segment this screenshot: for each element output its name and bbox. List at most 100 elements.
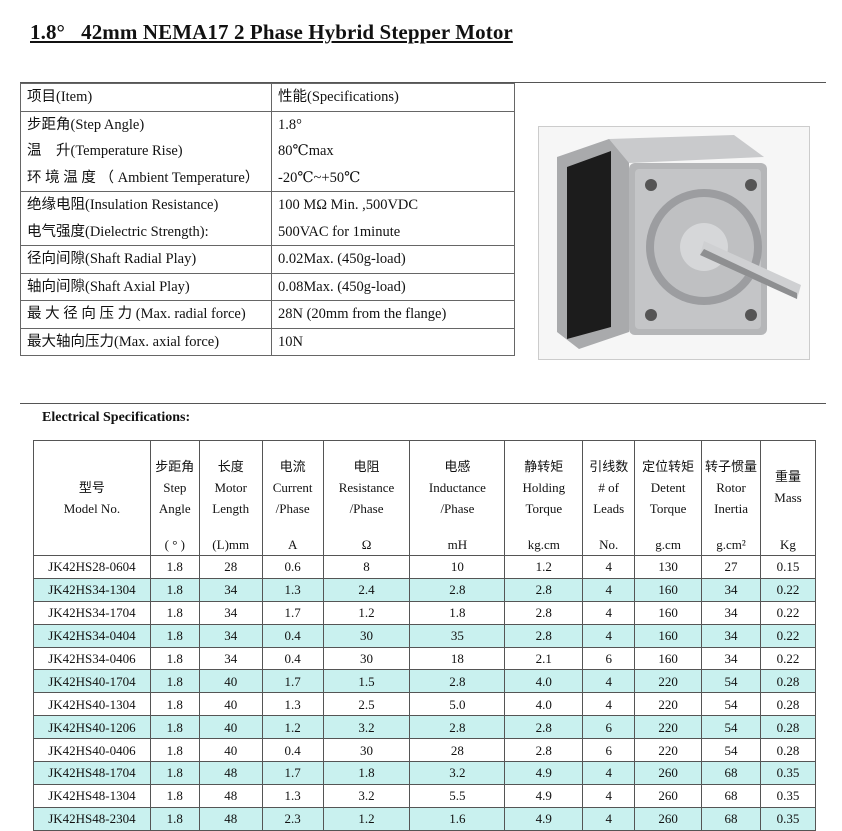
value-cell: 1.3 bbox=[261, 577, 324, 602]
spec-header-value: 性能(Specifications) bbox=[271, 83, 515, 112]
value-cell: 30 bbox=[322, 738, 411, 763]
value-cell: 0.22 bbox=[760, 577, 816, 602]
spec-value: 500VAC for 1minute bbox=[271, 218, 515, 246]
value-cell: 0.4 bbox=[261, 738, 324, 763]
value-cell: 48 bbox=[198, 761, 263, 785]
table-row: JK42HS28-0604 1.8 28 0.6 8 10 1.2 4 130 27 0.15 bbox=[33, 555, 816, 579]
spec-item: 最 大 径 向 压 力 (Max. radial force) bbox=[20, 300, 272, 329]
column-header: 转子惯量 Rotor Inertia bbox=[701, 440, 761, 533]
header-cn: 转子惯量 bbox=[705, 458, 758, 474]
header-cn: 电阻 bbox=[353, 458, 380, 474]
table-row: JK42HS48-1304 1.8 48 1.3 3.2 5.5 4.9 4 260 68 0.35 bbox=[33, 783, 816, 808]
value-cell: 260 bbox=[634, 783, 703, 808]
table-row: JK42HS34-0406 1.8 34 0.4 30 18 2.1 6 160 34 0.22 bbox=[33, 646, 816, 671]
model-cell: JK42HS28-0604 bbox=[33, 555, 151, 579]
header-en: Step Angle bbox=[158, 479, 191, 516]
page-title: 1.8° 42mm NEMA17 2 Phase Hybrid Stepper … bbox=[30, 20, 513, 44]
value-cell: 1.6 bbox=[409, 806, 506, 831]
value-cell: 0.4 bbox=[261, 646, 324, 671]
value-cell: 48 bbox=[198, 806, 263, 831]
value-cell: 5.5 bbox=[409, 783, 506, 808]
value-cell: 34 bbox=[198, 623, 263, 648]
unit-header: Kg bbox=[760, 533, 816, 556]
value-cell: 0.28 bbox=[760, 715, 816, 740]
value-cell: 2.8 bbox=[504, 577, 584, 602]
spec-row: 电气强度(Dielectric Strength): 500VAC for 1mi… bbox=[20, 218, 515, 246]
value-cell: 3.2 bbox=[322, 783, 411, 808]
value-cell: 54 bbox=[701, 669, 761, 694]
value-cell: 54 bbox=[701, 715, 761, 740]
spec-item: 电气强度(Dielectric Strength): bbox=[20, 218, 272, 246]
value-cell: 68 bbox=[701, 806, 761, 831]
value-cell: 4 bbox=[582, 623, 636, 648]
value-cell: 1.2 bbox=[261, 715, 324, 740]
header-en: Resistance /Phase bbox=[338, 479, 395, 516]
spec-value: 0.02Max. (450g-load) bbox=[271, 245, 515, 274]
unit-header: (L)mm bbox=[198, 533, 263, 556]
value-cell: 1.2 bbox=[504, 555, 584, 579]
value-cell: 4.9 bbox=[504, 783, 584, 808]
table-row: JK42HS34-1304 1.8 34 1.3 2.4 2.8 2.8 4 160 34 0.22 bbox=[33, 577, 816, 602]
table-row: JK42HS40-1206 1.8 40 1.2 3.2 2.8 2.8 6 220 54 0.28 bbox=[33, 715, 816, 740]
unit-header: g.cm² bbox=[701, 533, 761, 556]
value-cell: 2.8 bbox=[409, 577, 506, 602]
value-cell: 6 bbox=[582, 715, 636, 740]
header-cn: 电感 bbox=[444, 458, 471, 474]
value-cell: 1.8 bbox=[149, 738, 200, 763]
value-cell: 5.0 bbox=[409, 692, 506, 717]
value-cell: 0.28 bbox=[760, 738, 816, 763]
value-cell: 1.8 bbox=[149, 646, 200, 671]
value-cell: 1.8 bbox=[149, 806, 200, 831]
table-row: JK42HS40-1304 1.8 40 1.3 2.5 5.0 4.0 4 220 54 0.28 bbox=[33, 692, 816, 717]
model-cell: JK42HS40-1304 bbox=[33, 692, 151, 717]
value-cell: 1.8 bbox=[409, 600, 506, 625]
value-cell: 18 bbox=[409, 646, 506, 671]
value-cell: 34 bbox=[198, 577, 263, 602]
header-en: Detent Torque bbox=[649, 479, 687, 516]
value-cell: 130 bbox=[634, 555, 703, 579]
spec-value: 28N (20mm from the flange) bbox=[271, 300, 515, 329]
table-row: JK42HS40-0406 1.8 40 0.4 30 28 2.8 6 220 54 0.28 bbox=[33, 738, 816, 763]
value-cell: 6 bbox=[582, 738, 636, 763]
value-cell: 54 bbox=[701, 738, 761, 763]
value-cell: 1.8 bbox=[149, 692, 200, 717]
value-cell: 260 bbox=[634, 761, 703, 785]
model-cell: JK42HS48-1304 bbox=[33, 783, 151, 808]
value-cell: 220 bbox=[634, 738, 703, 763]
value-cell: 1.8 bbox=[149, 783, 200, 808]
value-cell: 34 bbox=[198, 646, 263, 671]
value-cell: 4 bbox=[582, 555, 636, 579]
header-en: Model No. bbox=[63, 501, 121, 516]
model-cell: JK42HS48-1704 bbox=[33, 761, 151, 785]
value-cell: 2.8 bbox=[504, 738, 584, 763]
value-cell: 27 bbox=[701, 555, 761, 579]
column-header: 长度 Motor Length bbox=[198, 440, 263, 533]
spec-value: 10N bbox=[271, 327, 515, 356]
header-cn: 定位转矩 bbox=[642, 458, 695, 474]
value-cell: 34 bbox=[701, 623, 761, 648]
value-cell: 4.9 bbox=[504, 806, 584, 831]
column-header: 电感 Inductance /Phase bbox=[409, 440, 506, 533]
spec-header-item: 项目(Item) bbox=[20, 83, 272, 112]
table-row: JK42HS48-2304 1.8 48 2.3 1.2 1.6 4.9 4 260 68 0.35 bbox=[33, 806, 816, 831]
spec-value: 100 MΩ Min. ,500VDC bbox=[271, 191, 515, 219]
value-cell: 40 bbox=[198, 715, 263, 740]
value-cell: 2.8 bbox=[504, 623, 584, 648]
value-cell: 1.8 bbox=[149, 577, 200, 602]
value-cell: 1.8 bbox=[149, 669, 200, 694]
value-cell: 4 bbox=[582, 806, 636, 831]
column-header: 电阻 Resistance /Phase bbox=[322, 440, 411, 533]
unit-header: ( ° ) bbox=[149, 533, 200, 556]
value-cell: 1.2 bbox=[322, 806, 411, 831]
spec-value: 80℃max bbox=[271, 138, 515, 165]
value-cell: 4 bbox=[582, 692, 636, 717]
spec-row: 步距角(Step Angle) 1.8° bbox=[20, 110, 515, 138]
value-cell: 220 bbox=[634, 692, 703, 717]
value-cell: 4 bbox=[582, 577, 636, 602]
top-rule bbox=[20, 82, 826, 83]
value-cell: 3.2 bbox=[409, 761, 506, 785]
model-cell: JK42HS40-1704 bbox=[33, 669, 151, 694]
electrical-specs-label: Electrical Specifications: bbox=[42, 410, 191, 425]
stepper-motor-photo bbox=[538, 126, 810, 360]
